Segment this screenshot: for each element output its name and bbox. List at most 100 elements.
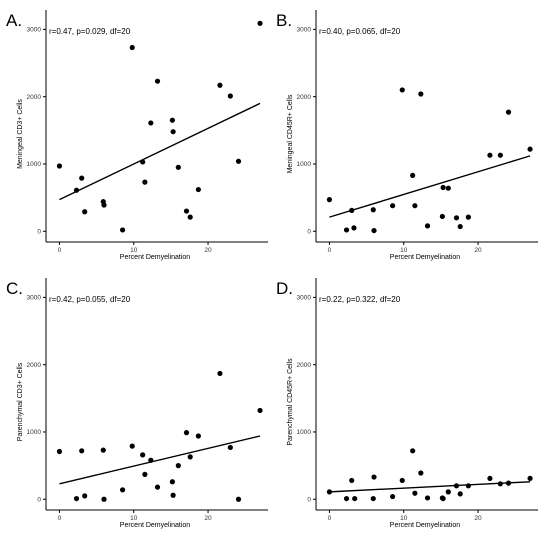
y-tick-label: 0 <box>37 496 41 503</box>
x-tick-label: 10 <box>400 247 408 254</box>
data-point <box>257 20 263 26</box>
data-point <box>439 213 445 220</box>
data-point <box>371 474 377 480</box>
data-point <box>389 203 396 209</box>
x-tick-label: 0 <box>328 515 332 522</box>
x-tick-label: 0 <box>328 247 332 254</box>
scatter-panel-4: D. r=0.22, p=0.322, df=20 0 1000 2000 3000 0 10… <box>276 278 538 529</box>
data-point <box>412 490 418 496</box>
data-point <box>170 492 176 498</box>
x-axis-title: Percent Demyelination <box>120 254 191 261</box>
data-point <box>343 227 350 233</box>
y-tick-label: 3000 <box>27 295 42 302</box>
data-point <box>154 484 161 490</box>
panel-label: A. <box>6 11 22 30</box>
data-point <box>505 109 512 115</box>
stat-annotation: r=0.40, p=0.065, df=20 <box>319 27 401 36</box>
regression-line <box>329 481 531 493</box>
data-point <box>217 370 223 377</box>
data-point <box>497 152 503 158</box>
data-point <box>343 495 350 502</box>
data-point <box>56 163 63 169</box>
x-tick-label: 0 <box>58 247 62 254</box>
data-point <box>148 120 154 126</box>
panel-label: B. <box>276 11 292 30</box>
data-point <box>101 202 107 208</box>
data-point <box>326 197 333 203</box>
data-point <box>399 477 405 484</box>
x-axis-title: Percent Demyelination <box>120 522 191 529</box>
data-point <box>453 483 460 489</box>
data-point <box>100 447 106 453</box>
scatter-panel-3: C. r=0.42, p=0.055, df=20 0 1000 2000 3000 0 10… <box>6 278 268 529</box>
data-point <box>527 146 533 152</box>
data-point <box>445 185 451 191</box>
data-point <box>170 129 176 135</box>
data-point <box>79 175 85 181</box>
data-point <box>227 93 233 99</box>
y-tick-label: 3000 <box>27 27 42 34</box>
x-tick-label: 10 <box>130 515 138 522</box>
data-point <box>169 479 175 485</box>
data-point <box>235 158 242 164</box>
y-tick-label: 2000 <box>297 362 312 369</box>
stat-annotation: r=0.42, p=0.055, df=20 <box>49 295 131 304</box>
scatter-panel-2: B. r=0.40, p=0.065, df=20 0 1000 2000 3000 0 10… <box>276 10 538 261</box>
y-tick-label: 0 <box>307 496 311 503</box>
data-point <box>440 495 446 502</box>
data-point <box>412 203 418 209</box>
data-point <box>154 78 161 84</box>
y-axis-title: Parenchymal CD45R+ Cells <box>287 358 294 446</box>
data-point <box>140 159 146 165</box>
x-axis-title: Percent Demyelination <box>390 522 461 529</box>
y-tick-label: 2000 <box>27 94 42 101</box>
y-tick-label: 0 <box>307 228 311 235</box>
data-point <box>129 44 135 51</box>
data-point <box>187 214 193 220</box>
panel-label: D. <box>276 279 293 298</box>
data-point <box>119 227 126 233</box>
data-point <box>73 187 80 193</box>
data-point <box>142 179 148 185</box>
data-point <box>79 448 85 454</box>
x-tick-label: 10 <box>130 247 138 254</box>
y-tick-label: 3000 <box>297 27 312 34</box>
x-tick-label: 20 <box>204 515 212 522</box>
x-tick-label: 0 <box>58 515 62 522</box>
data-point <box>175 463 181 469</box>
data-point <box>169 117 175 123</box>
data-point <box>418 91 424 97</box>
data-point <box>217 82 223 88</box>
data-point <box>56 448 63 455</box>
y-axis-title: Meningeal CD3+ Cells <box>17 99 24 169</box>
y-tick-label: 2000 <box>297 94 312 101</box>
y-tick-label: 1000 <box>27 161 42 168</box>
data-point <box>487 152 493 158</box>
x-tick-label: 20 <box>474 515 482 522</box>
y-tick-label: 0 <box>37 228 41 235</box>
data-point <box>440 184 446 191</box>
stat-annotation: r=0.22, p=0.322, df=20 <box>319 295 401 304</box>
y-tick-label: 1000 <box>27 429 42 436</box>
data-point <box>370 495 376 502</box>
y-tick-label: 1000 <box>297 429 312 436</box>
data-point <box>349 477 355 484</box>
data-point <box>142 471 148 477</box>
data-point <box>410 172 416 179</box>
data-point <box>148 457 154 463</box>
x-tick-label: 20 <box>204 247 212 254</box>
data-point <box>351 225 357 231</box>
data-point <box>195 186 201 193</box>
data-point <box>257 407 263 414</box>
scatter-panel-1: A. r=0.47, p=0.029, df=20 0 1000 2000 3000 0 10… <box>6 10 268 261</box>
data-point <box>349 207 355 214</box>
data-point <box>445 489 451 495</box>
data-point <box>418 470 424 476</box>
x-tick-label: 20 <box>474 247 482 254</box>
data-point <box>129 443 135 449</box>
data-point <box>371 227 377 234</box>
data-point <box>487 475 493 482</box>
data-point <box>352 495 358 502</box>
data-point <box>82 209 88 215</box>
